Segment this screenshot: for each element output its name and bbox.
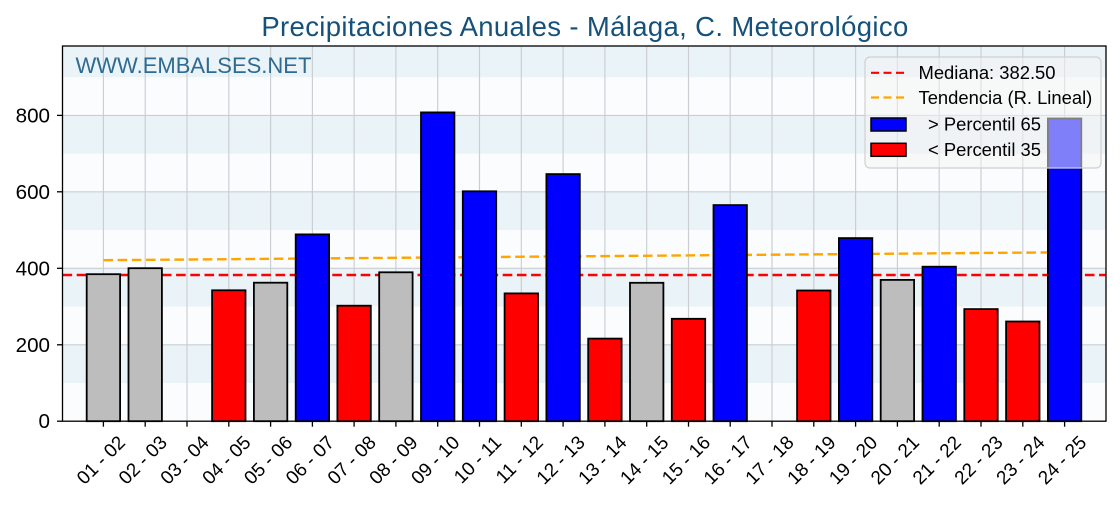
svg-text:600: 600 — [16, 181, 50, 204]
svg-text:0: 0 — [39, 410, 50, 433]
svg-text:WWW.EMBALSES.NET: WWW.EMBALSES.NET — [76, 53, 312, 78]
svg-text:Mediana: 382.50: Mediana: 382.50 — [919, 62, 1056, 83]
svg-text:Tendencia (R. Lineal): Tendencia (R. Lineal) — [919, 87, 1093, 108]
svg-text:800: 800 — [16, 104, 50, 127]
svg-text:400: 400 — [16, 257, 50, 280]
svg-text:200: 200 — [16, 334, 50, 357]
svg-text:Precipitaciones Anuales - Mála: Precipitaciones Anuales - Málaga, C. Met… — [261, 11, 908, 42]
svg-text:> Percentil 65: > Percentil 65 — [928, 114, 1041, 135]
svg-text:< Percentil 35: < Percentil 35 — [928, 139, 1041, 160]
